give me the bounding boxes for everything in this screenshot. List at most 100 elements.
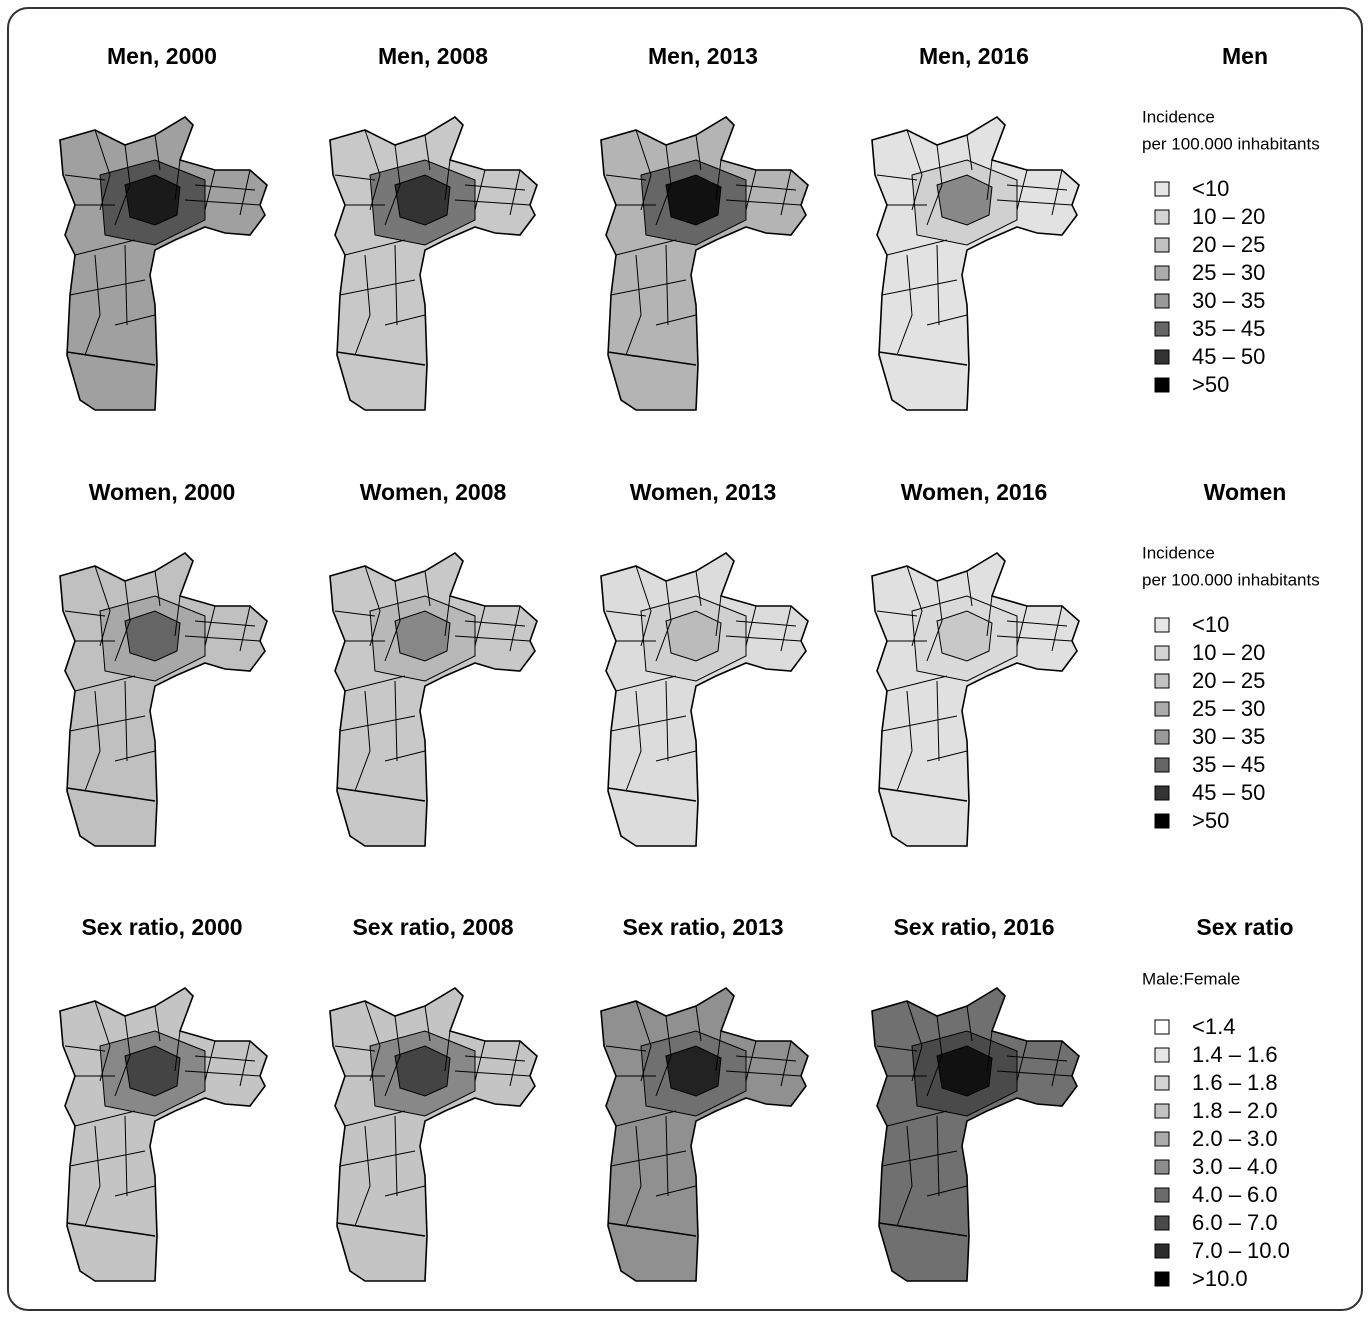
- map: [871, 986, 1080, 1282]
- map-center: [124, 1045, 181, 1097]
- map-outline: [600, 115, 809, 411]
- legend-subtitle: Male:Female: [1142, 969, 1240, 988]
- legend-swatch: [1154, 321, 1170, 337]
- map: [59, 115, 268, 411]
- legend-swatch: [1154, 1159, 1170, 1175]
- map-outline: [329, 551, 538, 847]
- legend-label: 10 – 20: [1192, 640, 1265, 665]
- map-center: [936, 174, 993, 226]
- legend-swatch: [1154, 1047, 1170, 1063]
- legend-swatch: [1154, 377, 1170, 393]
- legend-subtitle: Incidence: [1142, 543, 1215, 562]
- legend-label: 35 – 45: [1192, 752, 1265, 777]
- map-center: [124, 610, 181, 662]
- legend-label: 1.6 – 1.8: [1192, 1070, 1278, 1095]
- panel-title: Men, 2008: [378, 43, 488, 69]
- legend-swatch: [1154, 1215, 1170, 1231]
- legend-label: <1.4: [1192, 1014, 1235, 1039]
- legend-label: <10: [1192, 176, 1229, 201]
- panel-title: Sex ratio, 2013: [622, 914, 783, 940]
- panel-title: Men, 2013: [648, 43, 758, 69]
- legend-swatch: [1154, 617, 1170, 633]
- legend-swatch: [1154, 265, 1170, 281]
- panel-title: Women, 2016: [901, 479, 1048, 505]
- map-center: [936, 1045, 993, 1097]
- map-outline: [329, 115, 538, 411]
- legend-subtitle: per 100.000 inhabitants: [1142, 570, 1320, 589]
- legend-swatch: [1154, 729, 1170, 745]
- map-center: [394, 610, 451, 662]
- legend-label: 25 – 30: [1192, 696, 1265, 721]
- legend-label: 2.0 – 3.0: [1192, 1126, 1278, 1151]
- map: [600, 115, 809, 411]
- legend-swatch: [1154, 1019, 1170, 1035]
- map-outline: [871, 551, 1080, 847]
- legend-swatch: [1154, 645, 1170, 661]
- map-center: [665, 610, 722, 662]
- map-center: [394, 1045, 451, 1097]
- map-outline: [59, 986, 268, 1282]
- map-outline: [600, 986, 809, 1282]
- legend-title: Sex ratio: [1196, 914, 1293, 940]
- legend-swatch: [1154, 1103, 1170, 1119]
- legend-swatch: [1154, 673, 1170, 689]
- legend-label: <10: [1192, 612, 1229, 637]
- map: [329, 551, 538, 847]
- panel-title: Women, 2013: [630, 479, 777, 505]
- legend-swatch: [1154, 813, 1170, 829]
- map: [600, 551, 809, 847]
- map-center: [394, 174, 451, 226]
- map-outline: [59, 551, 268, 847]
- legend-swatch: [1154, 237, 1170, 253]
- legend-swatch: [1154, 701, 1170, 717]
- legend-subtitle: Incidence: [1142, 107, 1215, 126]
- legend-swatch: [1154, 1271, 1170, 1287]
- map-outline: [871, 115, 1080, 411]
- map-outline: [59, 115, 268, 411]
- panel-title: Sex ratio, 2016: [893, 914, 1054, 940]
- map: [329, 115, 538, 411]
- map-outline: [871, 986, 1080, 1282]
- frame: [7, 7, 1363, 1311]
- legend-label: 25 – 30: [1192, 260, 1265, 285]
- legend-title: Women: [1204, 479, 1287, 505]
- legend-swatch: [1154, 1131, 1170, 1147]
- panel-title: Men, 2000: [107, 43, 217, 69]
- map: [871, 551, 1080, 847]
- legend-label: 35 – 45: [1192, 316, 1265, 341]
- map: [329, 986, 538, 1282]
- legend-label: 4.0 – 6.0: [1192, 1182, 1278, 1207]
- legend-label: >10.0: [1192, 1266, 1248, 1291]
- legend-swatch: [1154, 757, 1170, 773]
- map-center: [124, 174, 181, 226]
- map-outline: [329, 986, 538, 1282]
- map-center: [665, 1045, 722, 1097]
- legend-label: 1.8 – 2.0: [1192, 1098, 1278, 1123]
- map-center: [936, 610, 993, 662]
- legend-label: 1.4 – 1.6: [1192, 1042, 1278, 1067]
- legend-swatch: [1154, 785, 1170, 801]
- legend-swatch: [1154, 1187, 1170, 1203]
- legend-label: >50: [1192, 808, 1229, 833]
- legend-label: 20 – 25: [1192, 668, 1265, 693]
- legend-swatch: [1154, 349, 1170, 365]
- panel-title: Men, 2016: [919, 43, 1029, 69]
- legend-swatch: [1154, 1243, 1170, 1259]
- legend-title: Men: [1222, 43, 1268, 69]
- legend-label: 30 – 35: [1192, 724, 1265, 749]
- legend-label: 20 – 25: [1192, 232, 1265, 257]
- panel-title: Sex ratio, 2000: [81, 914, 242, 940]
- legend-swatch: [1154, 181, 1170, 197]
- legend-label: >50: [1192, 372, 1229, 397]
- legend-label: 6.0 – 7.0: [1192, 1210, 1278, 1235]
- map: [600, 986, 809, 1282]
- panel-title: Sex ratio, 2008: [352, 914, 513, 940]
- map-center: [665, 174, 722, 226]
- legend-label: 45 – 50: [1192, 344, 1265, 369]
- map: [59, 986, 268, 1282]
- map: [871, 115, 1080, 411]
- legend-label: 10 – 20: [1192, 204, 1265, 229]
- map-outline: [600, 551, 809, 847]
